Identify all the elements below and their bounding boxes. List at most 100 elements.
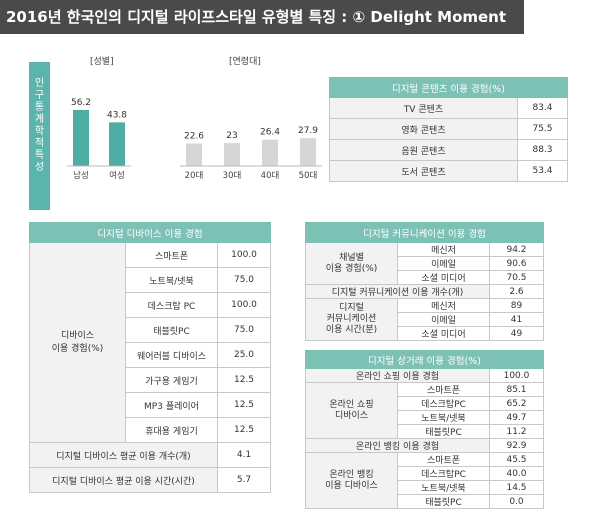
- content-usage-table: 디지털 콘텐츠 이용 경험(%) TV 콘텐츠 83.4 영화 콘텐츠 75.5 음…: [329, 77, 568, 182]
- table-cell-label: 태블릿PC: [397, 424, 490, 439]
- table-cell-value: 100.0: [216, 242, 272, 268]
- side-label-char: 인: [34, 78, 45, 89]
- side-label-char: 성: [34, 162, 45, 173]
- table-cell-value: 5.7: [216, 467, 272, 493]
- table-cell-label: 온라인 쇼핑 이용 경험: [305, 368, 490, 383]
- table-cell-value: 2.6: [488, 284, 545, 299]
- table-cell-value: 89: [488, 298, 545, 313]
- table-cell-label: 스마트폰: [397, 382, 490, 397]
- bar: [262, 139, 278, 166]
- table-cell-label: 온라인 뱅킹 이용 경험: [305, 438, 490, 453]
- bar-value-label: 23: [226, 131, 237, 141]
- table-cell-value: 88.3: [517, 139, 568, 161]
- table-cell-value: 4.1: [216, 442, 272, 468]
- table-cell-value: 12.5: [216, 392, 272, 418]
- table-cell-value: 100.0: [216, 292, 272, 318]
- table-cell-label: 영화 콘텐츠: [329, 118, 518, 140]
- table-cell-value: 25.0: [216, 342, 272, 368]
- table-cell-label: 도서 콘텐츠: [329, 160, 518, 182]
- table-cell-label: 메신저: [397, 298, 490, 313]
- table-cell-value: 14.5: [489, 480, 544, 495]
- side-label-char: 구: [34, 90, 45, 101]
- table-cell-value: 49.7: [489, 410, 544, 425]
- table-cell-label: 웨어러블 디바이스: [125, 342, 218, 368]
- table-cell-value: 40.0: [489, 466, 544, 481]
- age-bar-chart: 22.6 20대 23 30대 26.4 40대 27.9 50대: [180, 126, 322, 181]
- table-cell-label: 노트북/넷북: [125, 267, 218, 293]
- table-cell-label: 음원 콘텐츠: [329, 139, 518, 161]
- table-cell-label: 태블릿PC: [125, 317, 218, 343]
- table-cell-label: 데스크탑 PC: [125, 292, 218, 318]
- table-cell-value: 0.0: [489, 494, 544, 509]
- table-cell-value: 75.0: [216, 267, 272, 293]
- table-cell-label: 태블릿PC: [397, 494, 490, 509]
- table-cell-label: 이메일: [397, 256, 490, 271]
- table-cell-label: 이메일: [397, 312, 490, 327]
- device-group-label: 디바이스 이용 경험(%): [29, 242, 126, 443]
- table-cell-value: 70.5: [488, 270, 545, 285]
- page-title: 2016년 한국인의 디지털 라이프스타일 유형별 특징 : ① Delight…: [0, 0, 524, 34]
- table-cell-label: 메신저: [397, 242, 490, 257]
- table-cell-label: 소셜 미디어: [397, 326, 490, 341]
- table-cell-value: 53.4: [517, 160, 568, 182]
- side-label-char: 통: [34, 102, 45, 113]
- communication-usage-table: 디지털 커뮤니케이션 이용 경험 채널별 이용 경험(%) 메신저 94.2 이…: [304, 222, 545, 341]
- bar-value-label: 22.6: [184, 131, 204, 141]
- table-cell-value: 12.5: [216, 367, 272, 393]
- table-cell-value: 83.4: [517, 97, 568, 119]
- table-cell-label: 스마트폰: [397, 452, 490, 467]
- table-cell-label: 디지털 커뮤니케이션 이용 개수(개): [305, 284, 490, 299]
- side-label-char: 적: [34, 138, 45, 149]
- category-label: 30대: [223, 171, 242, 181]
- table-cell-label: 디지털 디바이스 평균 이용 개수(개): [29, 442, 218, 468]
- table-cell-label: 디지털 디바이스 평균 이용 시간(시간): [29, 467, 218, 493]
- bar-value-label: 27.9: [298, 126, 318, 136]
- table-cell-label: 노트북/넷북: [397, 410, 490, 425]
- device-table-header: 디지털 디바이스 이용 경험: [28, 222, 272, 243]
- category-label: 20대: [185, 171, 204, 181]
- side-label-char: 특: [34, 150, 45, 161]
- content-table-header: 디지털 콘텐츠 이용 경험(%): [329, 77, 568, 98]
- comm-group2-label: 디지털 커뮤니케이션 이용 시간(분): [305, 298, 398, 341]
- table-cell-label: 데스크탑PC: [397, 466, 490, 481]
- table-cell-value: 85.1: [489, 382, 544, 397]
- table-cell-value: 49: [488, 326, 545, 341]
- bar-value-label: 26.4: [260, 128, 280, 138]
- table-cell-value: 90.6: [488, 256, 545, 271]
- table-cell-label: MP3 플레이어: [125, 392, 218, 418]
- comm-table-header: 디지털 커뮤니케이션 이용 경험: [304, 222, 545, 243]
- table-cell-label: TV 콘텐츠: [329, 97, 518, 119]
- side-label-char: 학: [34, 126, 45, 137]
- table-cell-value: 75.5: [517, 118, 568, 140]
- table-cell-label: 휴대용 게임기: [125, 417, 218, 443]
- device-usage-table: 디지털 디바이스 이용 경험 디바이스 이용 경험(%) 스마트폰 100.0 …: [28, 222, 272, 493]
- category-label: 남성: [73, 171, 89, 181]
- commerce-usage-table: 디지털 상거래 이용 경험(%) 온라인 쇼핑 이용 경험 100.0 온라인 쇼…: [305, 350, 544, 509]
- table-cell-value: 11.2: [489, 424, 544, 439]
- bar-value-label: 43.8: [107, 110, 127, 120]
- age-chart-title: [연령대]: [229, 57, 261, 67]
- bar-value-label: 56.2: [71, 98, 91, 108]
- shopping-device-label: 온라인 쇼핑 디바이스: [305, 382, 398, 439]
- table-cell-value: 92.9: [489, 438, 544, 453]
- bar: [300, 138, 316, 166]
- table-cell-value: 65.2: [489, 396, 544, 411]
- commerce-table-header: 디지털 상거래 이용 경험(%): [305, 350, 544, 369]
- gender-bar-chart: 56.2 남성 43.8 여성: [67, 98, 131, 181]
- bar: [186, 143, 202, 166]
- table-cell-label: 스마트폰: [125, 242, 218, 268]
- category-label: 40대: [261, 171, 280, 181]
- category-label: 50대: [299, 171, 318, 181]
- table-cell-value: 12.5: [216, 417, 272, 443]
- table-cell-label: 데스크탑PC: [397, 396, 490, 411]
- bar: [224, 143, 240, 166]
- table-cell-label: 소셜 미디어: [397, 270, 490, 285]
- category-label: 여성: [109, 170, 125, 181]
- banking-device-label: 온라인 뱅킹 이용 디바이스: [305, 452, 398, 509]
- bar: [109, 122, 125, 166]
- comm-group1-label: 채널별 이용 경험(%): [305, 242, 398, 285]
- table-cell-label: 노트북/넷북: [397, 480, 490, 495]
- table-cell-value: 75.0: [216, 317, 272, 343]
- gender-chart-title: [성별]: [90, 57, 114, 67]
